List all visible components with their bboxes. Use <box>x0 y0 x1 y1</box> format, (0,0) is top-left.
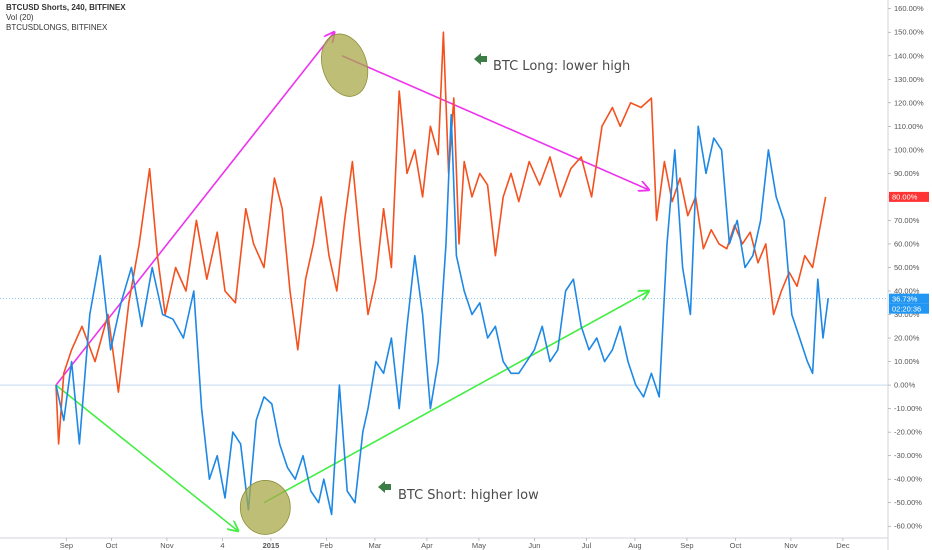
annotation-long: BTC Long: lower high <box>493 59 631 74</box>
last-value-tag-short-text: 36.73% <box>892 294 918 303</box>
last-value-tag-short <box>889 293 929 304</box>
legend-indicator: Vol (20) <box>6 13 34 22</box>
countdown-tag-text: 02:20:36 <box>892 304 921 313</box>
y-tick-label: 160.00% <box>894 4 924 13</box>
y-tick-label: -10.00% <box>894 404 922 413</box>
x-tick-label: Oct <box>106 541 119 550</box>
highlight-ellipse-bottom[interactable] <box>239 480 291 535</box>
y-axis[interactable]: 160.00% 150.00% 140.00% 130.00% 120.00% 110.0… <box>887 0 924 550</box>
x-tick-label: Sep <box>60 541 73 550</box>
chart-legend: BTCUSD Shorts, 240, BITFINEX Vol (20) BT… <box>6 3 126 33</box>
y-tick-label: -30.00% <box>894 451 922 460</box>
y-tick-label: 150.00% <box>894 28 924 37</box>
annotation-short: BTC Short: higher low <box>398 488 539 503</box>
y-tick-label: 20.00% <box>894 334 920 343</box>
x-tick-label: Jun <box>528 541 540 550</box>
series-lines <box>55 31 829 516</box>
y-tick-label: -20.00% <box>894 428 922 437</box>
highlight-ellipses <box>239 28 376 535</box>
trend-line[interactable] <box>341 55 649 190</box>
last-value-tag-long-text: 80.00% <box>892 192 918 201</box>
y-tick-label: 50.00% <box>894 263 920 272</box>
y-tick-label: 0.00% <box>894 381 916 390</box>
arrow-left-icon <box>378 481 391 493</box>
y-tick-label: 10.00% <box>894 357 920 366</box>
x-tick-label: Feb <box>320 541 333 550</box>
trend-line[interactable] <box>55 384 238 531</box>
y-tick-label: 110.00% <box>894 122 923 131</box>
trend-line[interactable] <box>263 291 649 504</box>
highlight-ellipse-top[interactable] <box>314 28 376 102</box>
x-tick-label: Mar <box>368 541 381 550</box>
y-tick-label: 60.00% <box>894 239 920 248</box>
x-tick-label: Apr <box>421 541 433 550</box>
y-tick-label: -60.00% <box>894 522 922 531</box>
y-tick-label: 130.00% <box>894 75 924 84</box>
x-tick-label: Jul <box>582 541 592 550</box>
y-tick-label: 90.00% <box>894 169 920 178</box>
legend-second-symbol: BTCUSDLONGS, BITFINEX <box>6 23 108 32</box>
annotation-arrows <box>378 53 487 493</box>
y-tick-label: 70.00% <box>894 216 920 225</box>
x-tick-label: 2015 <box>263 541 280 550</box>
x-tick-label: Oct <box>730 541 743 550</box>
y-tick-label: -50.00% <box>894 498 922 507</box>
y-tick-label: 100.00% <box>894 145 924 154</box>
y-tick-label: 120.00% <box>894 98 924 107</box>
arrow-left-icon <box>474 53 487 65</box>
y-tick-label: 40.00% <box>894 286 920 295</box>
trend-line[interactable] <box>55 32 334 386</box>
x-tick-label: Nov <box>160 541 174 550</box>
grid-layer <box>0 298 888 386</box>
x-tick-label: Dec <box>836 541 850 550</box>
last-value-tags: 80.00% 36.73%02:20:36 <box>889 191 929 314</box>
y-tick-label: -40.00% <box>894 475 922 484</box>
y-tick-label: 30.00% <box>894 310 920 319</box>
x-tick-label: Sep <box>680 541 693 550</box>
x-tick-label: Nov <box>784 541 798 550</box>
x-tick-label: Aug <box>628 541 641 550</box>
x-axis[interactable]: Sep Oct Nov 4 2015 Feb Mar Apr May Jun Jul Aug Sep Oc… <box>0 537 888 550</box>
countdown-tag <box>889 303 929 314</box>
trend-lines <box>55 32 649 531</box>
legend-title: BTCUSD Shorts, 240, BITFINEX <box>6 3 126 12</box>
y-tick-label: 140.00% <box>894 51 924 60</box>
x-tick-label: May <box>472 541 486 550</box>
series-short-line <box>55 113 829 516</box>
last-value-tag-long <box>889 191 929 202</box>
x-tick-label: 4 <box>220 541 224 550</box>
